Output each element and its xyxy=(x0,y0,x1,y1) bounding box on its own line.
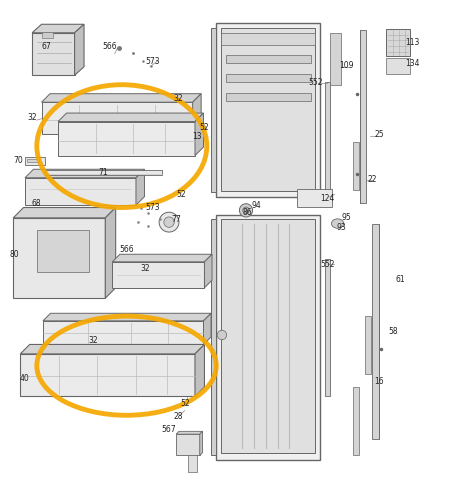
Text: 32: 32 xyxy=(89,336,98,345)
Text: 566: 566 xyxy=(119,246,134,254)
Text: 25: 25 xyxy=(374,130,384,139)
Text: 61: 61 xyxy=(396,275,405,284)
Polygon shape xyxy=(13,208,116,218)
Polygon shape xyxy=(226,55,311,64)
Text: 16: 16 xyxy=(374,377,384,386)
Polygon shape xyxy=(296,188,332,206)
Polygon shape xyxy=(188,456,197,472)
Polygon shape xyxy=(105,208,116,298)
Polygon shape xyxy=(325,260,330,396)
Polygon shape xyxy=(20,344,204,354)
Text: 567: 567 xyxy=(162,425,176,434)
Ellipse shape xyxy=(159,212,179,232)
Polygon shape xyxy=(28,160,39,162)
Polygon shape xyxy=(176,432,202,434)
Text: 124: 124 xyxy=(320,194,334,202)
Text: 109: 109 xyxy=(339,62,353,70)
Polygon shape xyxy=(113,254,212,262)
Polygon shape xyxy=(226,74,311,82)
Text: 58: 58 xyxy=(389,326,398,336)
Polygon shape xyxy=(41,32,53,38)
Text: 566: 566 xyxy=(103,42,117,51)
Polygon shape xyxy=(226,93,311,101)
Text: 77: 77 xyxy=(171,215,181,224)
Polygon shape xyxy=(20,354,195,397)
Polygon shape xyxy=(216,24,320,197)
Polygon shape xyxy=(195,113,203,156)
Polygon shape xyxy=(353,387,359,456)
Text: 52: 52 xyxy=(181,399,190,408)
Text: 32: 32 xyxy=(141,264,150,274)
Polygon shape xyxy=(372,224,379,439)
Text: 40: 40 xyxy=(19,374,29,383)
Text: 552: 552 xyxy=(320,260,334,268)
Polygon shape xyxy=(41,94,201,102)
Polygon shape xyxy=(210,220,216,456)
Polygon shape xyxy=(221,28,315,191)
Ellipse shape xyxy=(332,219,344,228)
Polygon shape xyxy=(25,169,144,178)
Text: 13: 13 xyxy=(192,132,202,141)
Polygon shape xyxy=(221,33,315,44)
Text: 86: 86 xyxy=(242,208,252,216)
Polygon shape xyxy=(25,158,45,165)
Text: 80: 80 xyxy=(10,250,19,259)
Text: 94: 94 xyxy=(252,200,261,209)
Text: 113: 113 xyxy=(405,38,419,46)
Polygon shape xyxy=(41,102,193,134)
Text: 32: 32 xyxy=(174,94,183,104)
Polygon shape xyxy=(360,30,366,203)
Ellipse shape xyxy=(243,207,249,214)
Circle shape xyxy=(217,330,227,340)
Polygon shape xyxy=(204,254,212,288)
Polygon shape xyxy=(113,262,204,288)
Text: 52: 52 xyxy=(200,122,209,132)
Polygon shape xyxy=(75,24,84,76)
Polygon shape xyxy=(37,230,89,272)
Polygon shape xyxy=(210,28,216,192)
Text: 552: 552 xyxy=(308,78,323,87)
Polygon shape xyxy=(32,33,75,76)
Polygon shape xyxy=(43,321,203,344)
Text: 95: 95 xyxy=(341,214,351,222)
Text: 573: 573 xyxy=(145,203,160,212)
Polygon shape xyxy=(386,58,410,74)
Polygon shape xyxy=(203,314,211,344)
Polygon shape xyxy=(195,344,204,397)
Polygon shape xyxy=(365,316,370,374)
Text: 52: 52 xyxy=(176,190,186,199)
Polygon shape xyxy=(193,94,201,134)
Polygon shape xyxy=(325,82,330,194)
Polygon shape xyxy=(45,170,162,175)
Polygon shape xyxy=(386,29,410,56)
Text: 134: 134 xyxy=(405,59,419,68)
Text: 68: 68 xyxy=(32,199,42,208)
Polygon shape xyxy=(330,33,342,84)
Polygon shape xyxy=(58,113,203,122)
Text: 71: 71 xyxy=(98,168,108,176)
Text: 22: 22 xyxy=(367,174,377,184)
Text: 28: 28 xyxy=(174,412,183,420)
Ellipse shape xyxy=(164,217,174,228)
Polygon shape xyxy=(136,169,144,205)
Text: 93: 93 xyxy=(336,223,346,232)
Polygon shape xyxy=(200,432,202,456)
Polygon shape xyxy=(176,434,200,456)
Polygon shape xyxy=(13,218,105,298)
Polygon shape xyxy=(353,142,359,190)
Polygon shape xyxy=(25,178,136,205)
Text: 573: 573 xyxy=(145,56,160,66)
Text: 32: 32 xyxy=(27,114,37,122)
Polygon shape xyxy=(58,122,195,156)
Text: 67: 67 xyxy=(41,42,51,51)
Polygon shape xyxy=(216,214,320,460)
Polygon shape xyxy=(221,220,315,453)
Text: 70: 70 xyxy=(13,156,23,165)
Polygon shape xyxy=(32,24,84,33)
Polygon shape xyxy=(43,314,211,321)
Ellipse shape xyxy=(239,204,253,217)
